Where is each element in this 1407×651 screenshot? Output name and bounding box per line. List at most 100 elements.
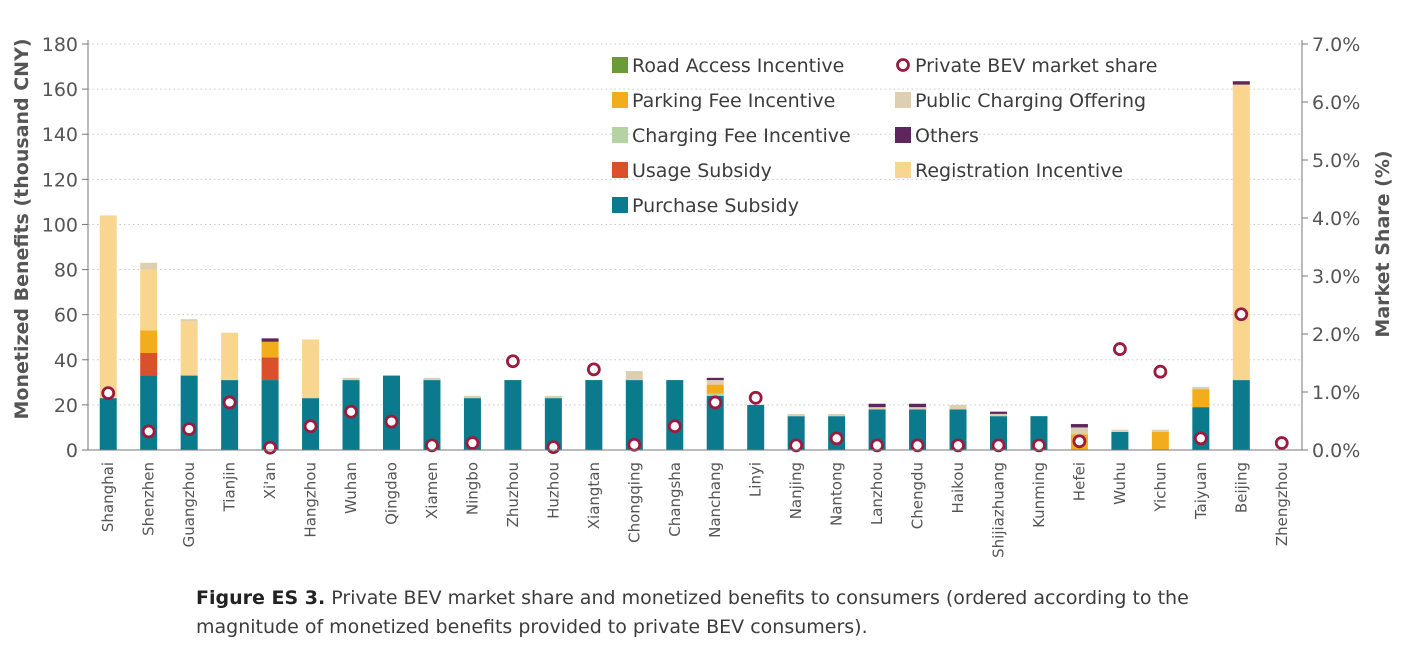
legend-swatch-others [895,127,911,143]
x-tick-label-shanghai: Shanghai [99,462,117,532]
bar-guangzhou-public-charging-offering [180,319,198,322]
bar-wuhu-public-charging-offering [1111,429,1129,432]
y2-tick-label: 1.0% [1312,382,1360,404]
x-tick-label-wuhu: Wuhu [1111,462,1129,505]
bar-chengdu-public-charging-offering [909,407,927,410]
x-tick-label-nantong: Nantong [828,462,846,526]
market-share-marker-wuhu [1113,342,1127,356]
bar-shanghai-registration-incentive [99,215,117,399]
bar-guangzhou-purchase-subsidy [180,375,198,450]
bar-xi-an-others [261,338,279,342]
market-share-marker-nantong [829,431,844,446]
bar-haikou-public-charging-offering [949,404,967,410]
bar-nanchang-purchase-subsidy [706,395,724,450]
bar-huzhou-public-charging-offering [544,395,562,399]
x-tick-label-xiangtan: Xiangtan [585,462,603,529]
market-share-marker-changsha [667,419,682,434]
bar-qingdao-purchase-subsidy [383,375,400,450]
bar-ningbo-public-charging-offering [463,395,481,399]
bar-taiyuan-public-charging-offering [1192,386,1210,390]
y2-axis-title: Market Share (%) [1372,150,1394,337]
market-share-marker-guangzhou [182,422,197,437]
legend-swatch-charging-fee-incentive [612,127,628,143]
x-tick-label-qingdao: Qingdao [383,462,401,525]
x-tick-label-huzhou: Huzhou [544,462,562,519]
bar-beijing-registration-incentive [1232,84,1250,381]
caption-label: Figure ES 3. [196,587,326,609]
market-share-marker-nanchang [708,395,723,410]
market-share-marker-shijiazhuang [991,438,1006,453]
y2-tick-label: 6.0% [1312,92,1360,114]
bar-lanzhou-purchase-subsidy [868,409,886,450]
legend-swatch-private-bev-market-share [896,58,910,72]
bar-xi-an-usage-subsidy [261,357,279,381]
bar-chongqing-purchase-subsidy [625,380,643,450]
bar-shenzhen-public-charging-offering [140,262,158,270]
market-share-marker-kunming [1032,438,1046,453]
market-share-marker-yichun [1153,364,1168,379]
x-tick-label-xiamen: Xiamen [423,462,441,519]
x-tick-label-chengdu: Chengdu [909,462,927,529]
y-tick-label: 20 [54,395,78,417]
x-tick-label-lanzhou: Lanzhou [868,462,886,525]
market-share-marker-zhengzhou [1274,436,1289,450]
y-tick-label: 40 [54,350,78,372]
market-share-marker-taiyuan [1193,431,1208,446]
bar-shijiazhuang-others [990,411,1007,414]
bar-taiyuan-parking-fee-incentive [1192,389,1210,408]
market-share-marker-shanghai [101,386,116,401]
x-tick-label-haikou: Haikou [949,462,967,513]
bar-nanchang-charging-fee-incentive [706,393,724,396]
y-tick-label: 0 [66,440,78,462]
bar-hefei-public-charging-offering [1070,427,1088,435]
x-tick-label-linyi: Linyi [747,462,765,497]
bar-wuhan-public-charging-offering [342,377,360,381]
market-share-marker-chongqing [627,437,642,452]
y-tick-label: 140 [42,124,78,146]
legend-label-parking-fee-incentive: Parking Fee Incentive [632,90,835,112]
bar-shijiazhuang-public-charging-offering [990,413,1007,417]
y-tick-label: 160 [42,79,78,101]
legend-label-private-bev-market-share: Private BEV market share [915,55,1158,77]
x-tick-label-guangzhou: Guangzhou [180,462,198,547]
market-share-marker-huzhou [546,440,561,455]
bar-chengdu-others [909,403,927,408]
bar-xiangtan-purchase-subsidy [585,380,603,450]
market-share-marker-linyi [748,390,763,405]
x-tick-label-shenzhen: Shenzhen [140,462,158,536]
bar-linyi-purchase-subsidy [747,404,765,450]
bar-nanchang-others [706,377,724,381]
bar-xi-an-parking-fee-incentive [261,341,279,358]
market-share-marker-beijing [1234,307,1249,322]
x-tick-label-tianjin: Tianjin [221,462,239,512]
legend-label-others: Others [915,125,979,147]
market-share-marker-haikou [951,438,965,453]
caption-text: Private BEV market share and monetized b… [196,587,1189,638]
x-tick-label-hangzhou: Hangzhou [302,462,320,538]
figure-caption: Figure ES 3. Private BEV market share an… [196,584,1256,642]
bar-haikou-purchase-subsidy [949,409,967,450]
legend-label-usage-subsidy: Usage Subsidy [632,160,772,182]
bar-tianjin-purchase-subsidy [221,380,239,450]
bar-guangzhou-registration-incentive [180,321,198,376]
x-tick-label-nanjing: Nanjing [787,462,805,519]
x-tick-label-taiyuan: Taiyuan [1192,462,1210,520]
legend-label-registration-incentive: Registration Incentive [915,160,1123,182]
bar-shanghai-purchase-subsidy [99,398,117,450]
axes: 0 20 40 60 80 100 120 140 160 180 0.0% 1.0% 2.0% 3.0%… [42,34,1361,558]
x-tick-label-yichun: Yichun [1151,462,1169,513]
legend-swatch-usage-subsidy [612,162,628,178]
legend-label-charging-fee-incentive: Charging Fee Incentive [632,125,851,147]
bar-huzhou-purchase-subsidy [544,398,562,450]
bar-nantong-public-charging-offering [828,413,846,417]
y2-tick-label: 5.0% [1312,150,1360,172]
legend-swatch-registration-incentive [895,162,911,178]
market-share-marker-xiangtan [586,362,601,377]
x-tick-label-shijiazhuang: Shijiazhuang [990,462,1008,558]
legend-swatch-public-charging-offering [895,92,911,108]
bar-shenzhen-usage-subsidy [140,353,158,376]
bar-xi-an-purchase-subsidy [261,380,279,450]
bar-nanjing-public-charging-offering [787,413,805,417]
x-tick-label-xi-an: Xi'an [261,462,279,499]
